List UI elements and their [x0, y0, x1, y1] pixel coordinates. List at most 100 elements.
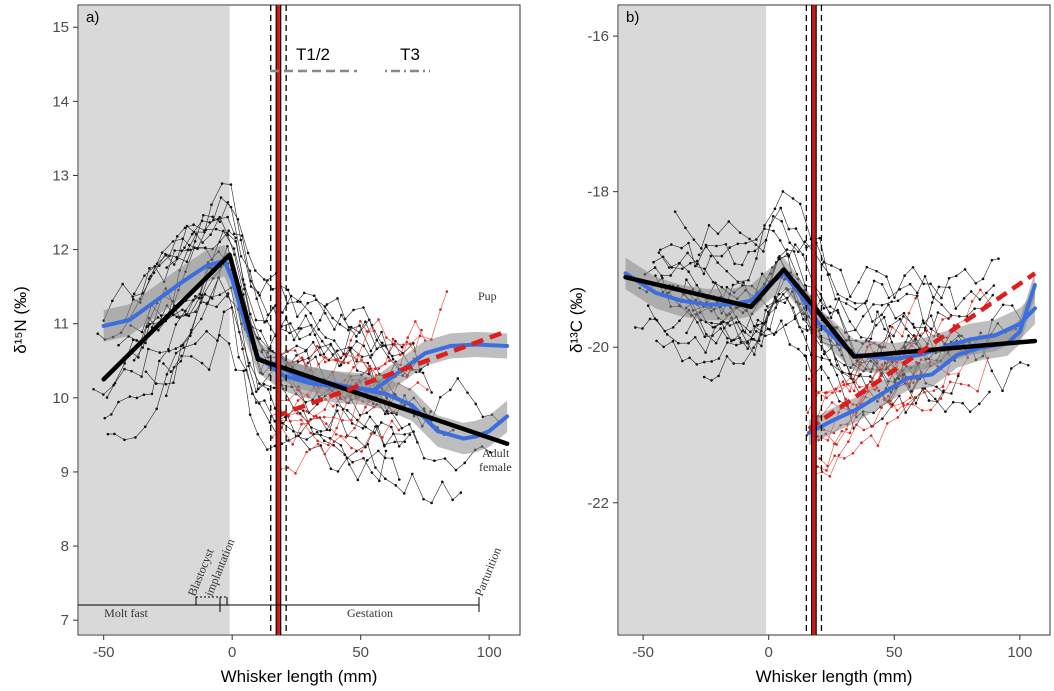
adult-raw-point: [377, 449, 380, 453]
adult-raw-point: [317, 328, 320, 331]
panel-b-reference-lines: [805, 5, 823, 635]
adult-raw-point: [362, 344, 366, 348]
adult-raw-point: [175, 315, 179, 319]
adult-raw-point: [755, 257, 758, 260]
adult-raw-point: [696, 321, 699, 324]
adult-raw-point: [262, 278, 266, 281]
adult-raw-point: [903, 274, 906, 278]
adult-raw-point: [329, 342, 333, 346]
adult-raw-point: [218, 293, 222, 297]
adult-raw-point: [295, 344, 299, 348]
pup-raw-point: [959, 382, 963, 386]
adult-raw-point: [768, 328, 772, 331]
adult-raw-point: [349, 325, 353, 329]
adult-raw-point: [754, 329, 758, 333]
adult-raw-point: [969, 290, 973, 293]
pup-raw-point: [377, 367, 381, 370]
adult-raw-point: [794, 227, 798, 230]
pup-raw-point: [858, 385, 861, 389]
adult-raw-point: [380, 330, 383, 334]
adult-raw-point: [306, 301, 310, 305]
adult-raw-point: [876, 310, 879, 314]
pup-raw-point: [914, 296, 918, 300]
panel-b-axes: -50 0 50 100 -22 -20 -18 -16: [587, 28, 1032, 661]
adult-raw-point: [383, 477, 387, 481]
adult-raw-point: [746, 347, 750, 350]
adult-raw-point: [147, 277, 151, 281]
adult-raw-point: [328, 436, 332, 440]
adult-raw-point: [336, 409, 339, 413]
pup-raw-point: [287, 398, 290, 402]
adult-raw-point: [380, 341, 384, 345]
pup-raw-point: [949, 315, 953, 318]
adult-raw-point: [1010, 304, 1014, 307]
pup-raw-point: [327, 443, 330, 447]
adult-raw-point: [211, 215, 214, 219]
adult-raw-point: [835, 373, 839, 377]
adult-raw-point: [386, 412, 390, 415]
y-tick-label: -20: [587, 339, 609, 356]
adult-raw-point: [244, 368, 248, 372]
adult-raw-point: [940, 296, 943, 300]
pup-raw-point: [314, 414, 318, 418]
adult-raw-point: [338, 322, 342, 326]
adult-raw-point: [655, 318, 659, 322]
adult-raw-point: [356, 478, 360, 482]
adult-raw-point: [463, 461, 467, 465]
adult-raw-point: [158, 359, 161, 363]
pup-raw-point: [847, 440, 850, 443]
adult-raw-point: [157, 328, 160, 332]
adult-raw-point: [716, 261, 719, 264]
adult-raw-point: [254, 390, 258, 393]
adult-raw-point: [929, 282, 932, 286]
adult-raw-point: [872, 279, 876, 283]
adult-raw-point: [397, 478, 401, 481]
adult-raw-point: [742, 362, 745, 365]
adult-raw-point: [653, 266, 657, 269]
adult-raw-point: [226, 200, 230, 204]
adult-raw-point: [190, 232, 194, 236]
adult-raw-point: [433, 459, 436, 462]
adult-raw-point: [746, 341, 749, 345]
adult-raw-point: [302, 291, 306, 295]
adult-raw-point: [440, 480, 444, 484]
y-tick-label: 12: [52, 242, 69, 259]
adult-raw-point: [736, 242, 740, 246]
adult-raw-point: [185, 224, 189, 228]
pup-raw-point: [826, 464, 829, 468]
adult-raw-point: [767, 313, 770, 316]
adult-raw-point: [185, 260, 189, 263]
adult-raw-point: [819, 292, 823, 296]
panel-b: -50 0 50 100 -22 -20 -18 -16 b) Whisker length …: [567, 4, 1051, 686]
adult-raw-line: [698, 191, 994, 317]
adult-raw-point: [844, 302, 848, 305]
adult-raw-point: [318, 353, 322, 357]
adult-raw-point: [373, 431, 376, 434]
adult-raw-point: [771, 214, 775, 218]
panel-a-x-title: Whisker length (mm): [221, 667, 378, 686]
adult-raw-point: [788, 343, 792, 346]
adult-raw-point: [898, 317, 902, 321]
adult-raw-point: [997, 257, 1000, 260]
adult-raw-point: [681, 267, 684, 271]
adult-raw-point: [147, 347, 150, 351]
pup-raw-point: [324, 422, 328, 425]
pup-raw-point: [976, 389, 979, 393]
adult-raw-point: [222, 310, 226, 314]
adult-raw-point: [655, 339, 658, 343]
adult-raw-point: [848, 372, 851, 376]
pup-raw-point: [907, 311, 911, 315]
adult-raw-point: [355, 449, 358, 453]
adult-raw-point: [183, 226, 187, 230]
adult-raw-point: [226, 244, 229, 248]
adult-raw-point: [391, 357, 395, 361]
adult-raw-point: [836, 292, 840, 296]
adult-raw-point: [733, 262, 736, 266]
adult-raw-point: [209, 233, 212, 236]
adult-raw-point: [752, 346, 755, 349]
adult-raw-point: [910, 390, 913, 393]
adult-raw-point: [347, 325, 351, 329]
pup-raw-point: [291, 443, 295, 446]
adult-raw-point: [253, 269, 257, 272]
